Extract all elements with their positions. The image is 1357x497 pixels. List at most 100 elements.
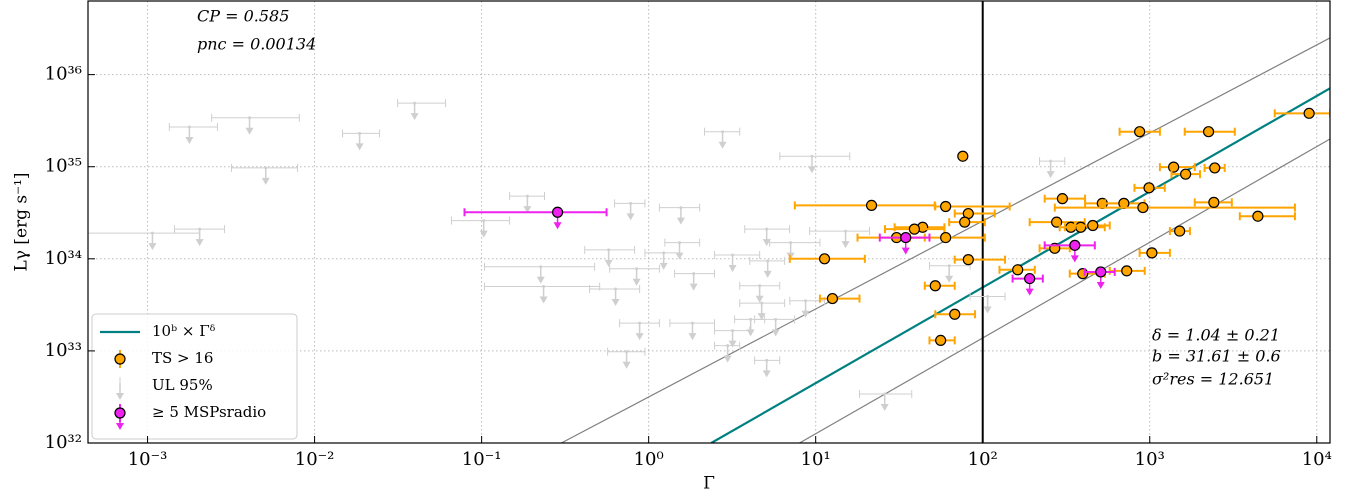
limit-arrow-head [148, 243, 157, 251]
limit-arrow-head [676, 217, 685, 225]
point [1024, 272, 1036, 285]
point [1077, 268, 1089, 280]
limit-arrow-head [983, 306, 992, 314]
point [818, 253, 831, 265]
legend-box [91, 313, 298, 440]
limit-arrow-head [410, 113, 419, 121]
limit-arrow-head [355, 143, 364, 151]
upper-limit-point [883, 392, 887, 396]
upper-limit-point [774, 317, 778, 321]
limit-arrow-head [880, 404, 889, 412]
limit-arrow-head [1025, 288, 1034, 296]
limit-arrow-head [1096, 281, 1105, 289]
point [1168, 161, 1180, 173]
annotation: σ²res = 12.651 [1152, 370, 1274, 389]
point [826, 292, 839, 305]
upper-limit-point [1049, 159, 1053, 163]
limit-arrow-head [185, 136, 194, 144]
limit-arrow-head [801, 310, 810, 318]
point [1146, 247, 1158, 259]
limit-arrow-head [116, 423, 124, 430]
point [959, 216, 971, 228]
upper-limit-point [358, 131, 362, 135]
upper-limit-point [614, 287, 618, 291]
point [1174, 225, 1186, 237]
legend-label: UL 95% [152, 376, 213, 394]
upper-limit-point [187, 125, 191, 129]
upper-limit-point [731, 329, 735, 333]
x-tick-label: 10⁻³ [128, 449, 168, 470]
point [1012, 264, 1024, 276]
limit-arrow-head [604, 259, 613, 267]
limit-arrow-head [762, 370, 771, 378]
upper-limit-point [721, 130, 725, 134]
plot-area [88, 1, 1330, 443]
legend-swatch [114, 353, 126, 365]
limit-arrow-head [689, 283, 698, 291]
x-tick-label: 10¹ [801, 449, 831, 470]
x-tick-label: 10⁻² [295, 449, 335, 470]
upper-limit-point [765, 227, 769, 231]
limit-arrow-head [536, 276, 545, 284]
limit-arrow-head [945, 275, 954, 283]
point [1056, 193, 1069, 205]
limit-arrow-head [841, 241, 850, 249]
point [908, 223, 921, 235]
upper-limit-point [690, 321, 694, 325]
y-tick-label: 10³⁴ [45, 248, 82, 269]
point [1209, 162, 1221, 174]
plot-frame [87, 0, 1331, 444]
limit-arrow-head [718, 141, 727, 149]
limit-arrow-head [771, 329, 780, 337]
upper-limit-point [635, 267, 639, 271]
upper-limit-point [731, 253, 735, 257]
point [1069, 239, 1081, 251]
point [935, 334, 947, 347]
limit-arrow-head [611, 299, 620, 307]
upper-limit-point [629, 201, 633, 205]
point [1121, 265, 1133, 277]
upper-limit-point [198, 227, 202, 231]
legend: 10ᵇ × Γᵟ TS > 16 UL 95% ≥ 5 MSPsradio [91, 313, 298, 440]
upper-limit-point [542, 285, 546, 289]
point [900, 231, 912, 244]
point [1208, 196, 1220, 208]
x-tick-label: 10⁻¹ [462, 449, 502, 470]
limit-arrow-head [755, 295, 764, 303]
x-tick-label: 10⁴ [1302, 449, 1332, 470]
point [1180, 168, 1192, 180]
upper-limit-point [758, 284, 762, 288]
limit-arrow-head [688, 333, 697, 341]
point [957, 150, 969, 162]
upper-limit-point [525, 194, 529, 198]
annotation: δ = 1.04 ± 0.21 [1152, 326, 1280, 345]
limit-arrow-head [626, 213, 635, 221]
y-tick-label: 10³³ [45, 340, 82, 361]
point [940, 200, 952, 213]
point [1137, 201, 1149, 214]
point [551, 206, 564, 218]
upper-limit-point [810, 154, 814, 158]
point [929, 280, 941, 292]
limit-arrow-head [757, 313, 766, 321]
point [1075, 221, 1087, 233]
legend-label: ≥ 5 MSPsradio [152, 403, 266, 421]
point [1252, 210, 1264, 222]
point [1143, 182, 1155, 194]
limit-arrow-head [635, 333, 644, 341]
limit-arrow-head [195, 239, 204, 247]
limit-arrow-head [245, 127, 254, 135]
limit-arrow-head [553, 222, 562, 230]
x-tick-label: 10⁰ [634, 449, 664, 470]
upper-limit-point [413, 101, 417, 105]
point [962, 254, 974, 266]
legend-label: 10ᵇ × Γᵟ [152, 322, 216, 340]
point [1202, 126, 1215, 138]
upper-limit-point [625, 350, 629, 354]
limit-arrow-head [523, 206, 532, 214]
point [1303, 107, 1315, 119]
limit-arrow-head [479, 230, 488, 238]
point [949, 308, 961, 320]
upper-limit-point [264, 166, 268, 170]
